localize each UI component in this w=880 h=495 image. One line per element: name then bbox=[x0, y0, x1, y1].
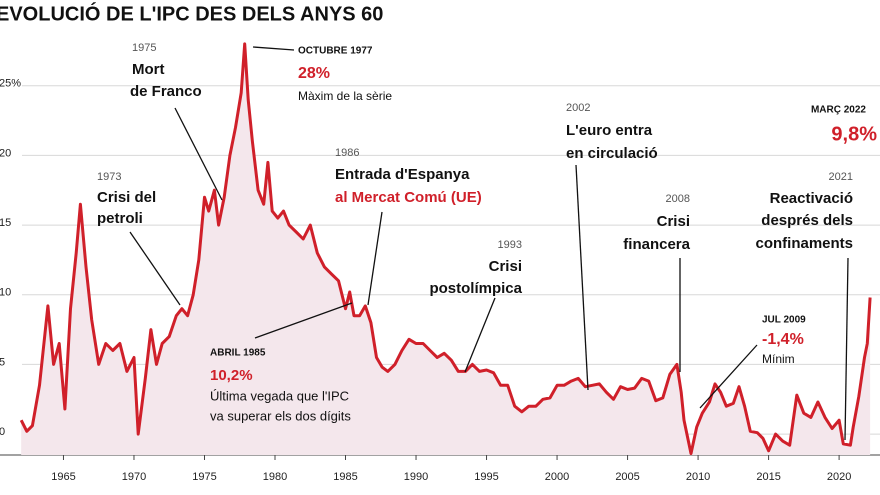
x-tick-label: 2000 bbox=[545, 471, 569, 483]
leader-line bbox=[129, 231, 181, 306]
annotation-text: 2021 bbox=[829, 171, 853, 183]
annotation-text: 28% bbox=[298, 65, 330, 82]
x-tick-label: 1995 bbox=[474, 471, 498, 483]
annotation-text: JUL 2009 bbox=[762, 315, 806, 326]
leader-line bbox=[844, 257, 849, 441]
annotation-text: 2008 bbox=[666, 193, 690, 205]
annotation-text: MARÇ 2022 bbox=[811, 105, 866, 116]
annotation-text: després dels bbox=[761, 212, 853, 229]
x-tick-label: 1990 bbox=[404, 471, 428, 483]
annotation-text: 1975 bbox=[132, 42, 156, 54]
y-tick-label: 10 bbox=[0, 287, 11, 299]
annotation-text: 9,8% bbox=[831, 123, 877, 145]
annotation-text: 10,2% bbox=[210, 367, 253, 384]
annotation-text: Crisi del bbox=[97, 189, 156, 206]
x-tick-label: 1970 bbox=[122, 471, 146, 483]
leader-line bbox=[464, 297, 496, 373]
annotation-text: -1,4% bbox=[762, 331, 804, 348]
annotation-text: Crisi bbox=[489, 258, 522, 275]
annotation-text: Màxim de la sèrie bbox=[298, 89, 392, 103]
annotation-text: ABRIL 1985 bbox=[210, 348, 266, 359]
line bbox=[19, 42, 872, 456]
x-tick-label: 1980 bbox=[263, 471, 287, 483]
annotation-text: postolímpica bbox=[429, 280, 522, 297]
annotation-text: Mort bbox=[132, 61, 165, 78]
annotation-text: Última vegada que l'IPC bbox=[210, 388, 349, 403]
annotation-text: de Franco bbox=[130, 83, 202, 100]
annotation-text: petroli bbox=[97, 210, 143, 227]
x-tick-label: 2020 bbox=[827, 471, 851, 483]
x-tick-label: 1965 bbox=[51, 471, 75, 483]
x-tick-label: 1985 bbox=[333, 471, 357, 483]
annotation-text: OCTUBRE 1977 bbox=[298, 46, 373, 57]
annotation-text: Mínim bbox=[762, 352, 795, 366]
y-tick-label: 25% bbox=[0, 78, 21, 90]
leader-line bbox=[252, 46, 295, 51]
annotation-text: 1986 bbox=[335, 147, 359, 159]
annotation-text: en circulació bbox=[566, 145, 658, 162]
annotation-text: al Mercat Comú (UE) bbox=[335, 189, 482, 206]
x-tick-label: 1975 bbox=[192, 471, 216, 483]
annotation-text: Entrada d'Espanya bbox=[335, 166, 470, 183]
annotation-text: Reactivació bbox=[770, 190, 853, 207]
leader-line bbox=[174, 107, 223, 201]
annotation-text: confinaments bbox=[755, 235, 853, 252]
area bbox=[21, 43, 871, 456]
annotation-text: 2002 bbox=[566, 102, 590, 114]
annotation-text: 1973 bbox=[97, 171, 121, 183]
annotation-text: 1993 bbox=[498, 239, 522, 251]
annotation-text: L'euro entra bbox=[566, 122, 653, 139]
y-tick-label: 15 bbox=[0, 217, 11, 229]
chart-title: EVOLUCIÓ DE L'IPC DES DELS ANYS 60 bbox=[0, 1, 383, 25]
annotation-text: va superar els dos dígits bbox=[210, 408, 351, 423]
leader-line bbox=[699, 344, 758, 409]
y-tick-label: 20 bbox=[0, 147, 11, 159]
annotation-text: financera bbox=[623, 236, 690, 253]
leader-line bbox=[575, 164, 589, 391]
x-tick-label: 2015 bbox=[756, 471, 780, 483]
x-tick-label: 2005 bbox=[615, 471, 639, 483]
leader-line bbox=[254, 302, 353, 339]
y-tick-label: 0 bbox=[0, 426, 5, 438]
leader-line bbox=[367, 211, 383, 306]
x-tick-label: 2010 bbox=[686, 471, 710, 483]
y-tick-label: 5 bbox=[0, 356, 5, 368]
annotation-text: Crisi bbox=[657, 213, 690, 230]
